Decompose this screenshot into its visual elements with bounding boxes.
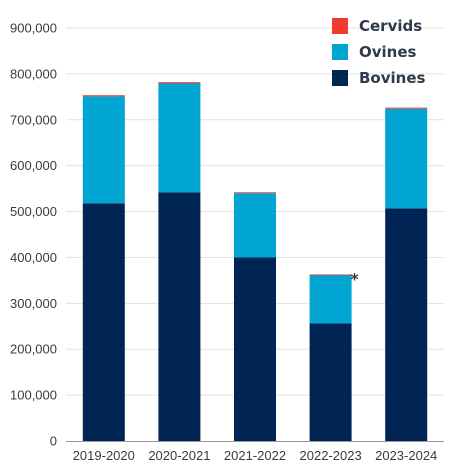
legend: Cervids Ovines Bovines [332,17,426,87]
legend-swatch-cervids [332,18,348,34]
annotations: * [350,269,359,288]
y-tick-label: 800,000 [10,66,57,81]
y-tick-label: 900,000 [10,21,57,36]
bar-bovines-2023-2024 [385,208,428,441]
y-tick-label: 600,000 [10,158,57,173]
bar-ovines-2022-2023 [309,274,352,324]
bar-ovines-2019-2020 [82,96,125,204]
bar-bovines-2019-2020 [82,203,125,441]
y-tick-label: 700,000 [10,112,57,127]
x-tick-label: 2019-2020 [73,448,135,463]
bar-cervids-2021-2022 [234,192,276,194]
legend-label-ovines: Ovines [359,43,417,61]
x-tick-label: 2021-2022 [224,448,286,463]
y-tick-label: 500,000 [10,204,57,219]
legend-label-bovines: Bovines [359,69,426,87]
y-tick-label: 300,000 [10,296,57,311]
y-tick-label: 200,000 [10,342,57,357]
x-tick-label: 2020-2021 [148,448,210,463]
legend-label-cervids: Cervids [359,17,422,35]
bar-ovines-2023-2024 [385,108,428,209]
bar-bovines-2021-2022 [234,257,276,441]
y-tick-label: 400,000 [10,250,57,265]
y-axis-ticks: 0 100,000 200,000 300,000 400,000 500,000 600,… [10,21,57,449]
bar-bovines-2022-2023 [309,323,352,441]
x-tick-label: 2022-2023 [300,448,362,463]
bar-cervids-2023-2024 [385,107,428,109]
annotation-asterisk: * [350,269,359,288]
bar-bovines-2020-2021 [158,192,201,441]
x-tick-label: 2023-2024 [375,448,437,463]
legend-swatch-ovines [332,44,348,60]
bar-cervids-2019-2020 [82,95,125,97]
y-tick-label: 100,000 [10,388,57,403]
legend-swatch-bovines [332,70,348,86]
bar-cervids-2022-2023 [309,274,352,276]
y-tick-label: 0 [50,434,57,449]
bar-ovines-2020-2021 [158,83,201,193]
bars [82,82,428,441]
bar-ovines-2021-2022 [234,193,276,258]
x-axis-ticks: 2019-2020 2020-2021 2021-2022 2022-2023 2023… [73,448,438,463]
bar-cervids-2020-2021 [158,82,201,84]
